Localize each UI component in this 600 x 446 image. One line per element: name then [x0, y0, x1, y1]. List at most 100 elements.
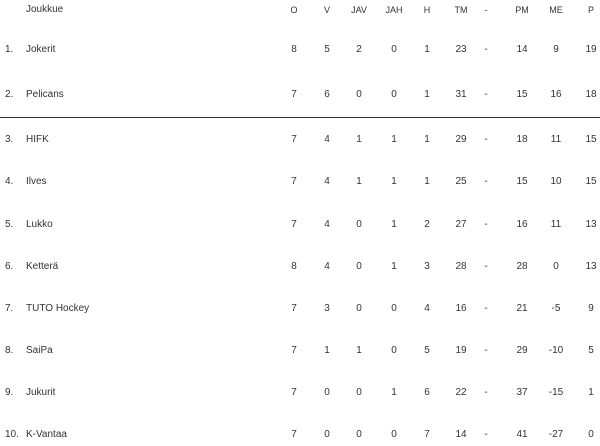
stat-cell: -: [484, 219, 488, 230]
stat-cell: 15: [585, 176, 597, 187]
stat-cell: 18: [516, 134, 528, 145]
team-name: Pelicans: [26, 89, 64, 100]
team-name: TUTO Hockey: [26, 303, 90, 314]
header-col: O: [290, 5, 298, 15]
stat-cell: 16: [550, 89, 562, 100]
rank: 3.: [5, 134, 14, 145]
stat-cell: 9: [553, 44, 559, 55]
stat-cell: -27: [548, 429, 564, 440]
stat-cell: 0: [356, 387, 362, 398]
table-row: 6. Ketterä 8 4 0 1 3 28-28 0 13: [0, 260, 600, 274]
stat-cell: -: [484, 345, 488, 356]
stat-cell: 7: [424, 429, 430, 440]
stat-cell: 7: [291, 176, 297, 187]
header-col: H: [423, 5, 431, 15]
stat-cell: 18: [585, 89, 597, 100]
stat-cell: 3: [424, 261, 430, 272]
header-col: V: [323, 5, 330, 15]
stat-cell: 15: [516, 89, 528, 100]
playoff-divider: [0, 117, 600, 118]
stat-cell: 7: [291, 89, 297, 100]
stat-cell: 0: [356, 303, 362, 314]
table-row: 10. K-Vantaa 7 0 0 0 7 14 - 41 -27 0: [0, 428, 600, 442]
stat-cell: 1: [356, 134, 362, 145]
stat-cell: 0: [324, 429, 330, 440]
stat-cell: 7: [291, 387, 297, 398]
stat-cell: 1: [356, 345, 362, 356]
stat-cell: 14: [455, 429, 467, 440]
stat-cell: 0: [356, 219, 362, 230]
stat-cell: 0: [391, 303, 397, 314]
stat-cell: -5: [551, 303, 561, 314]
stat-cell: 6: [424, 387, 430, 398]
stat-cell: 37: [516, 387, 528, 398]
stat-cell: 10: [550, 176, 562, 187]
header-col: PM: [515, 5, 529, 15]
stat-cell: 7: [291, 134, 297, 145]
team-name: Jokerit: [26, 44, 56, 55]
stat-cell: 1: [588, 387, 594, 398]
header-col: ME: [549, 5, 563, 15]
team-name: SaiPa: [26, 345, 53, 356]
stat-cell: 19: [455, 345, 467, 356]
stat-cell: 3: [324, 303, 330, 314]
table-row: 4. Ilves 7 4 1 1 1 25 - 15 10 15: [0, 175, 600, 189]
team-name: Jukurit: [26, 387, 56, 398]
header-col: JAH: [385, 5, 403, 15]
header-col: P: [587, 5, 594, 15]
rank: 10.: [5, 429, 19, 440]
table-header: Joukkue O V JAV JAH H TM - PM ME P: [0, 3, 600, 17]
stat-cell: 2: [424, 219, 430, 230]
table-row: 5. Lukko 7 4 0 1 2 27 - 16 11 13: [0, 218, 600, 232]
team-name: Lukko: [26, 219, 53, 230]
stat-cell: 14: [516, 44, 528, 55]
stat-cell: -: [484, 176, 488, 187]
stat-cell: 13: [585, 261, 597, 272]
table-row: 3. HIFK 7 4 1 1 1 29-18 11 15: [0, 133, 600, 147]
stat-cell: 1: [391, 176, 397, 187]
header-col: TM: [454, 5, 468, 15]
header-col: -: [484, 5, 488, 15]
table-row: 9. Jukurit 7 0 0 1 6 22 - 37 -15 1: [0, 386, 600, 400]
stat-cell: 1: [424, 44, 430, 55]
table-row: 8. SaiPa 7 1 1 0 5 19 - 29 -10 5: [0, 344, 600, 358]
header-col: JAV: [351, 5, 367, 15]
stat-cell: 27: [455, 219, 467, 230]
stat-cell: -: [484, 89, 488, 100]
stat-cell: 29: [455, 134, 467, 145]
stat-cell: 5: [324, 44, 330, 55]
stat-cell: 0: [391, 429, 397, 440]
stat-cell: 11: [550, 219, 562, 230]
stat-cell: 0: [391, 44, 397, 55]
rank: 4.: [5, 176, 14, 187]
stat-cell: 6: [324, 89, 330, 100]
stat-cell: -: [484, 261, 488, 272]
stat-cell: 19: [585, 44, 597, 55]
stat-cell: 1: [391, 387, 397, 398]
stat-cell: 1: [391, 134, 397, 145]
stat-cell: 5: [424, 345, 430, 356]
table-row: 1. Jokerit 8 5 2 0 1 23 - 14 9 19: [0, 43, 600, 57]
stat-cell: 0: [391, 345, 397, 356]
stat-cell: 7: [291, 429, 297, 440]
team-name: Ilves: [26, 176, 47, 187]
stat-cell: 4: [324, 176, 330, 187]
stat-cell: 0: [588, 429, 594, 440]
stat-cell: 41: [516, 429, 528, 440]
stat-cell: 22: [455, 387, 467, 398]
stat-cell: 1: [356, 176, 362, 187]
stat-cell: -: [484, 303, 488, 314]
stat-cell: 8: [291, 261, 297, 272]
table-row: 7. TUTO Hockey 7 3 0 0 4 16 - 21 -5 9: [0, 302, 600, 316]
team-name: Ketterä: [26, 261, 59, 272]
rank: 8.: [5, 345, 14, 356]
rank: 7.: [5, 303, 14, 314]
stat-cell: 4: [324, 261, 330, 272]
stat-cell: 0: [356, 429, 362, 440]
stat-cell: 29: [516, 345, 528, 356]
stat-cell: 1: [424, 176, 430, 187]
stat-cell: 11: [550, 134, 562, 145]
stat-cell: 0: [356, 261, 362, 272]
stat-cell: 7: [291, 345, 297, 356]
stat-cell: 0: [356, 89, 362, 100]
